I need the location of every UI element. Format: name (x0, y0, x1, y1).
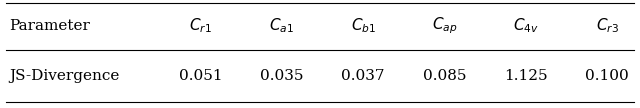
Text: 0.085: 0.085 (423, 69, 466, 83)
Text: $C_{4v}$: $C_{4v}$ (513, 17, 539, 35)
Text: 0.100: 0.100 (585, 69, 629, 83)
Text: JS-Divergence: JS-Divergence (10, 69, 120, 83)
Text: 0.035: 0.035 (260, 69, 303, 83)
Text: 0.051: 0.051 (179, 69, 223, 83)
Text: 1.125: 1.125 (504, 69, 548, 83)
Text: $C_{ap}$: $C_{ap}$ (432, 16, 457, 36)
Text: $C_{b1}$: $C_{b1}$ (351, 17, 376, 35)
Text: Parameter: Parameter (10, 19, 90, 33)
Text: $C_{r3}$: $C_{r3}$ (596, 17, 618, 35)
Text: $C_{a1}$: $C_{a1}$ (269, 17, 294, 35)
Text: 0.037: 0.037 (342, 69, 385, 83)
Text: $C_{r1}$: $C_{r1}$ (189, 17, 212, 35)
